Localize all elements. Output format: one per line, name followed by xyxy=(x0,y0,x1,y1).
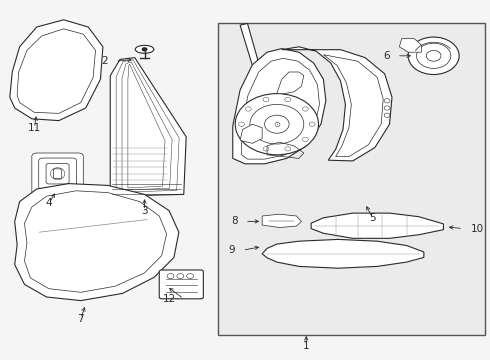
Polygon shape xyxy=(282,47,392,161)
Text: 9: 9 xyxy=(228,245,235,255)
Circle shape xyxy=(263,147,269,151)
Circle shape xyxy=(142,47,147,51)
Text: 1: 1 xyxy=(303,341,310,351)
Polygon shape xyxy=(262,214,301,228)
Circle shape xyxy=(235,94,318,155)
Circle shape xyxy=(285,147,291,151)
FancyBboxPatch shape xyxy=(159,270,203,299)
Text: 10: 10 xyxy=(470,224,484,234)
Circle shape xyxy=(302,107,308,111)
Text: 4: 4 xyxy=(46,198,52,208)
Circle shape xyxy=(239,122,245,126)
Polygon shape xyxy=(311,213,443,238)
Text: 11: 11 xyxy=(27,123,41,133)
Polygon shape xyxy=(15,184,179,301)
Circle shape xyxy=(245,137,251,141)
Text: 8: 8 xyxy=(231,216,238,226)
Text: 5: 5 xyxy=(369,213,376,223)
Circle shape xyxy=(285,98,291,102)
Circle shape xyxy=(245,107,251,111)
Polygon shape xyxy=(233,49,326,164)
Polygon shape xyxy=(240,23,282,146)
Polygon shape xyxy=(277,72,304,94)
Text: ⊙: ⊙ xyxy=(273,120,280,129)
Circle shape xyxy=(408,37,459,75)
FancyBboxPatch shape xyxy=(32,153,83,194)
Circle shape xyxy=(302,137,308,141)
Polygon shape xyxy=(399,39,421,52)
Text: 3: 3 xyxy=(141,206,148,216)
Polygon shape xyxy=(262,239,424,268)
Polygon shape xyxy=(110,58,186,196)
Bar xyxy=(218,23,485,335)
Text: 6: 6 xyxy=(383,51,390,61)
Text: 12: 12 xyxy=(163,294,176,304)
Polygon shape xyxy=(240,124,262,143)
Circle shape xyxy=(263,98,269,102)
Ellipse shape xyxy=(135,45,154,53)
Circle shape xyxy=(309,122,315,126)
Text: 2: 2 xyxy=(101,56,108,66)
Polygon shape xyxy=(10,20,103,121)
Text: 7: 7 xyxy=(77,314,84,324)
